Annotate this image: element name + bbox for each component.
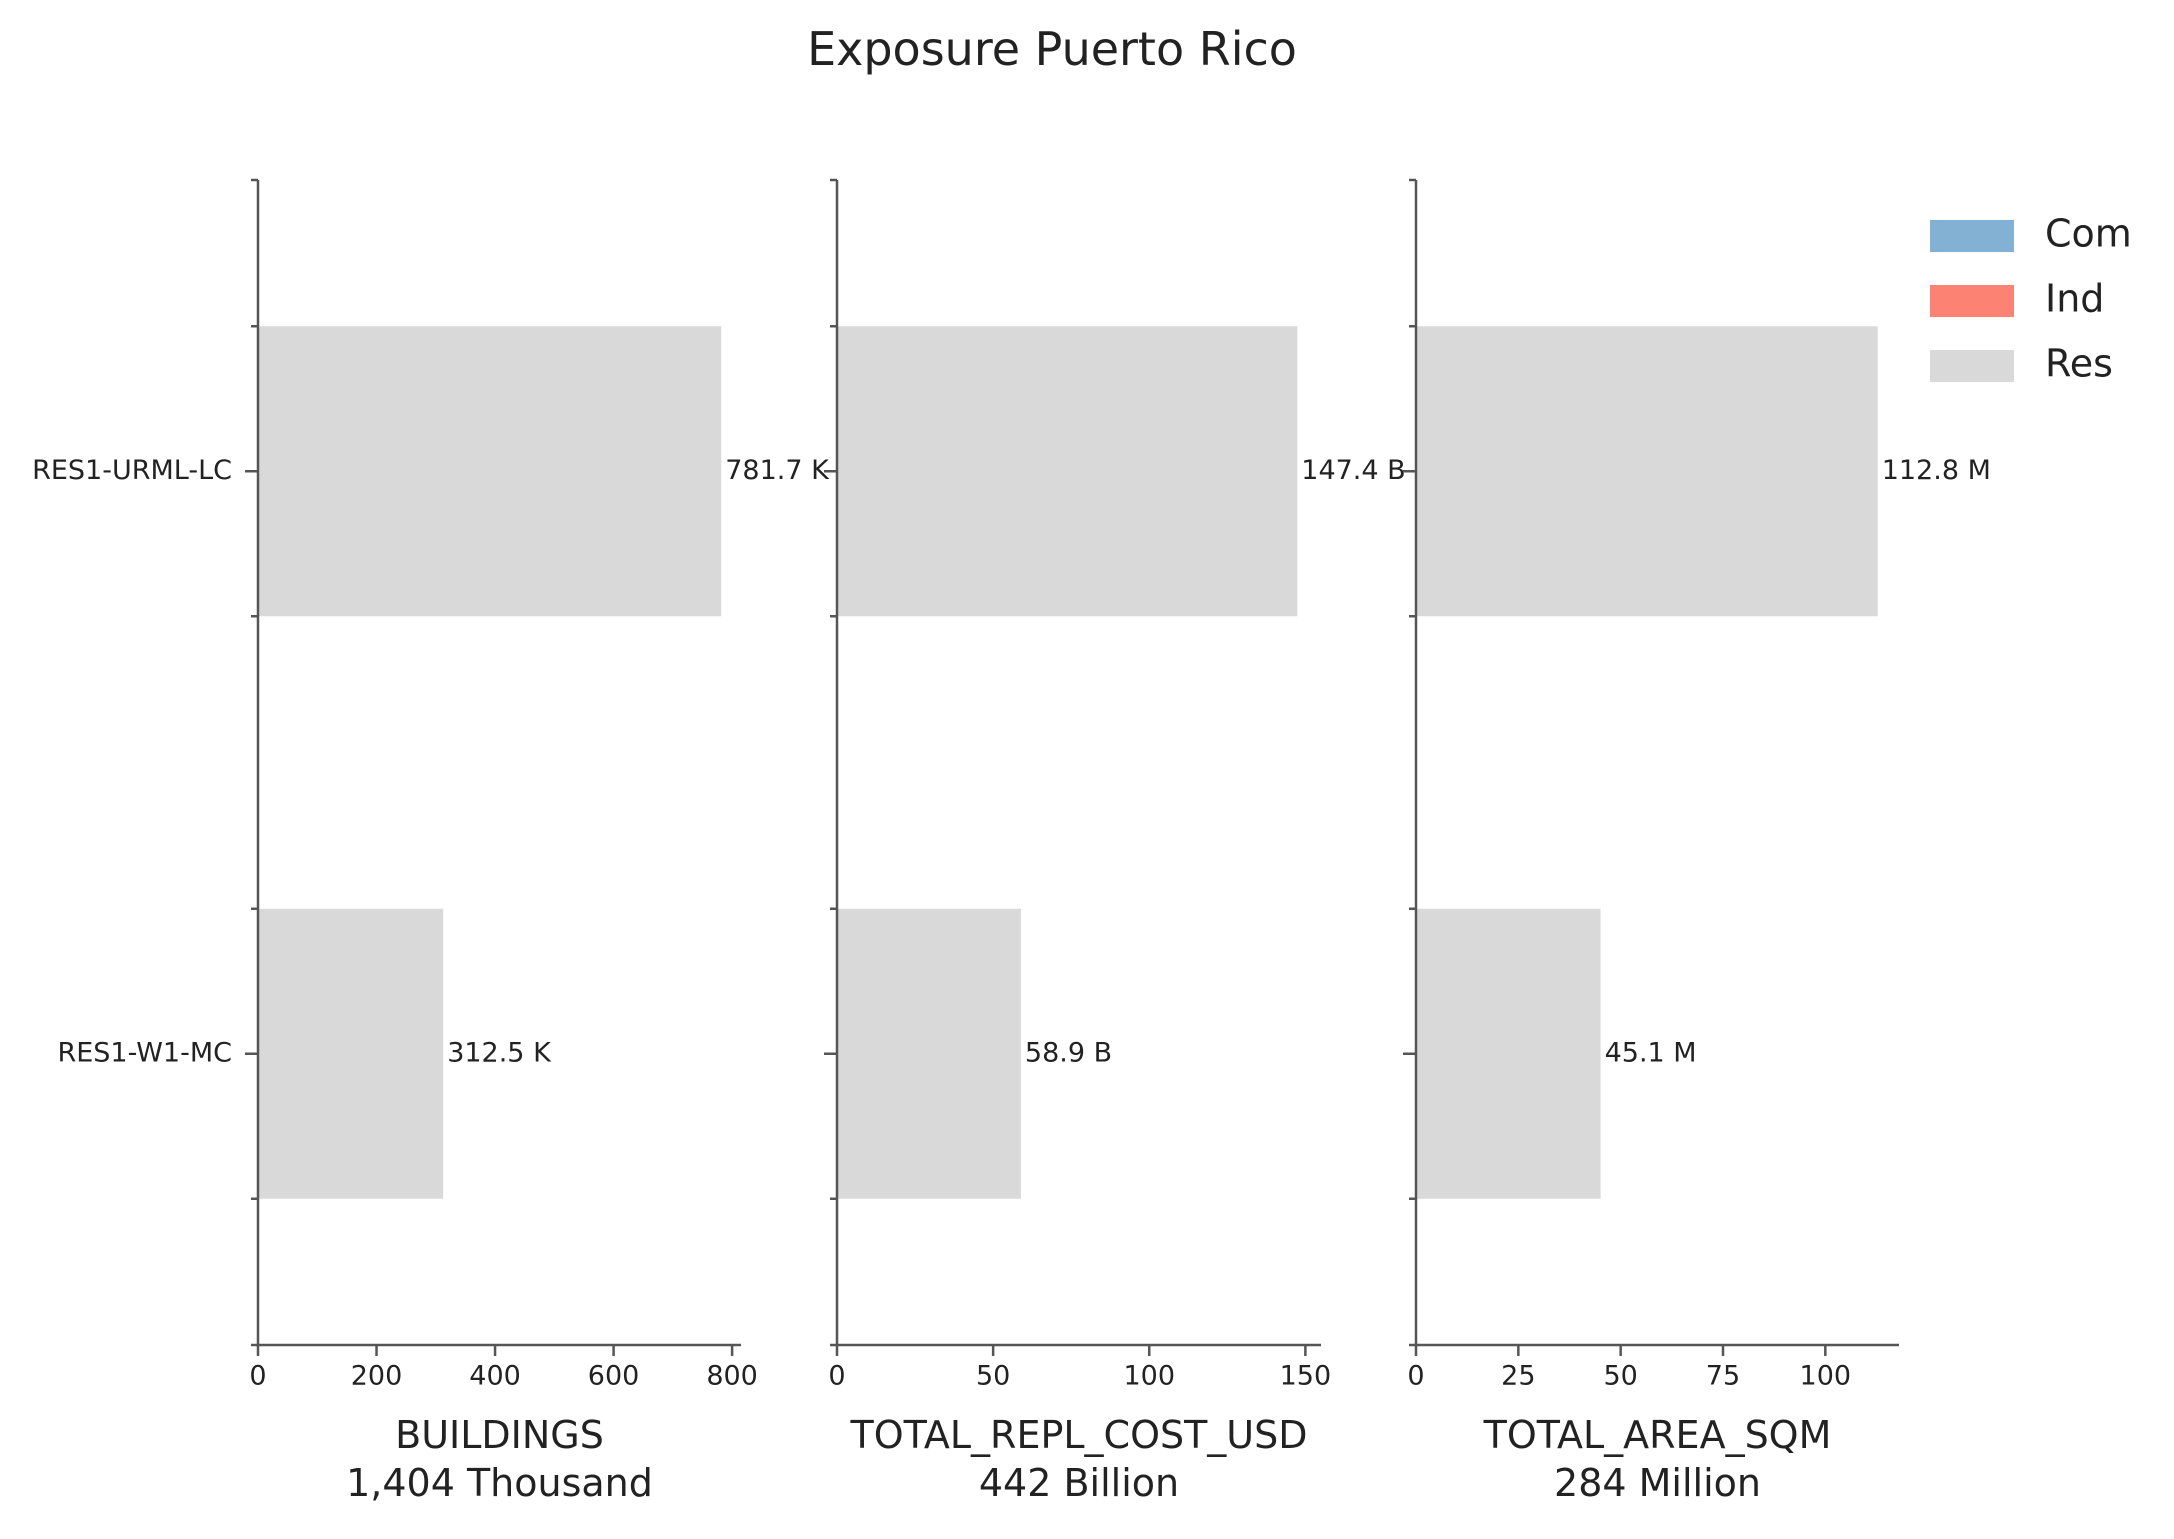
- x-axis-title-1: BUILDINGS: [395, 1413, 604, 1457]
- data-label-2-1: 147.4 B: [1301, 455, 1405, 486]
- chart-panels: 781.7 K 312.5 K RES1-URML-LC RES1-W1-MC 0 200…: [32, 178, 1991, 1505]
- x-tick-label-3-4: 75: [1706, 1361, 1740, 1392]
- category-label-1: RES1-URML-LC: [32, 455, 232, 486]
- x-tick-label-1-3: 400: [469, 1361, 521, 1392]
- x-tick-label-3-3: 50: [1603, 1361, 1637, 1392]
- panel-3: 112.8 M 45.1 M 0 25 50 75 100 TOTAL_AREA_SQM284…: [1403, 178, 1991, 1505]
- panel-1: 781.7 K 312.5 K RES1-URML-LC RES1-W1-MC 0 200…: [32, 178, 830, 1505]
- legend-item-com: Com: [1930, 212, 2132, 256]
- x-axis-title-3: TOTAL_AREA_SQM: [1483, 1413, 1832, 1457]
- legend-label-res: Res: [2045, 342, 2113, 386]
- bar-1-1: [258, 326, 722, 617]
- data-label-3-1: 112.8 M: [1882, 455, 1991, 486]
- x-tick-label-2-1: 0: [828, 1361, 845, 1392]
- data-label-1-1: 781.7 K: [725, 455, 830, 486]
- x-tick-label-3-1: 0: [1407, 1361, 1424, 1392]
- x-tick-label-1-5: 800: [706, 1361, 758, 1392]
- x-tick-label-1-4: 600: [588, 1361, 640, 1392]
- legend-swatch-res: [1930, 350, 2014, 382]
- bar-2-2: [837, 908, 1021, 1199]
- legend-label-ind: Ind: [2045, 277, 2104, 321]
- data-label-2-2: 58.9 B: [1025, 1037, 1112, 1068]
- legend-label-com: Com: [2045, 212, 2132, 256]
- data-label-3-2: 45.1 M: [1605, 1037, 1697, 1068]
- chart-legend: Com Ind Res: [1930, 212, 2132, 386]
- x-tick-label-2-4: 150: [1280, 1361, 1332, 1392]
- x-tick-label-2-3: 100: [1123, 1361, 1175, 1392]
- x-tick-label-2-2: 50: [976, 1361, 1010, 1392]
- x-axis-total-2: 442 Billion: [979, 1461, 1179, 1505]
- data-label-1-2: 312.5 K: [447, 1037, 552, 1068]
- x-tick-label-3-2: 25: [1501, 1361, 1535, 1392]
- bar-3-1: [1416, 326, 1878, 617]
- chart-title: Exposure Puerto Rico: [807, 22, 1297, 76]
- x-axis-total-1: 1,404 Thousand: [346, 1461, 653, 1505]
- panel-2: 147.4 B 58.9 B 0 50 100 150 TOTAL_REPL_COST_US…: [824, 178, 1406, 1505]
- bar-1-2: [258, 908, 444, 1199]
- legend-swatch-com: [1930, 220, 2014, 252]
- x-tick-label-1-1: 0: [249, 1361, 266, 1392]
- x-axis-title-2: TOTAL_REPL_COST_USD: [849, 1413, 1307, 1457]
- legend-swatch-ind: [1930, 285, 2014, 317]
- bar-2-1: [837, 326, 1298, 617]
- x-tick-label-3-5: 100: [1800, 1361, 1852, 1392]
- bar-3-2: [1416, 908, 1601, 1199]
- legend-item-ind: Ind: [1930, 277, 2104, 321]
- x-axis-total-3: 284 Million: [1554, 1461, 1761, 1505]
- legend-item-res: Res: [1930, 342, 2113, 386]
- category-label-2: RES1-W1-MC: [57, 1037, 232, 1068]
- x-tick-label-1-2: 200: [351, 1361, 403, 1392]
